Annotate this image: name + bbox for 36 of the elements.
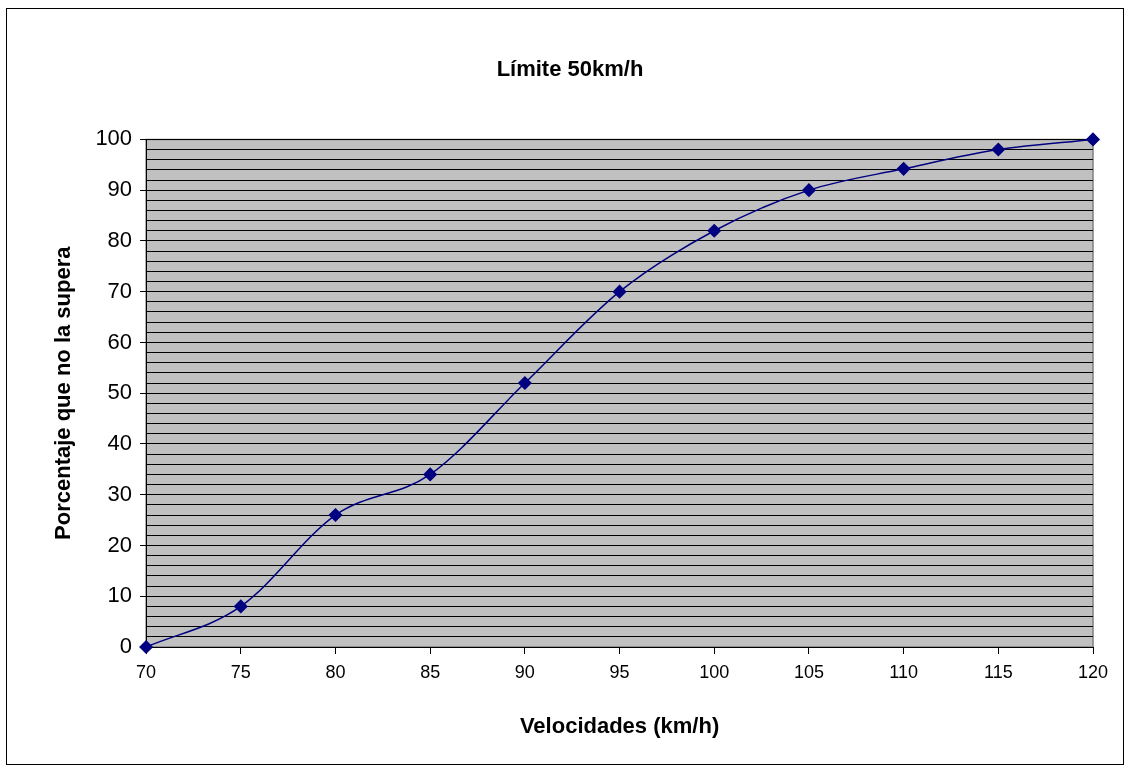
- y-tick-label: 30: [107, 480, 133, 506]
- x-tick-label: 90: [514, 661, 535, 682]
- y-tick-label: 100: [95, 125, 133, 151]
- point: [707, 224, 721, 238]
- y-tick-label: 80: [107, 226, 133, 252]
- y-tick-label: 40: [107, 430, 133, 456]
- point: [896, 162, 911, 176]
- x-tick-label: 70: [136, 661, 157, 682]
- y-tick-label: 50: [107, 379, 133, 405]
- y-tick-label: 60: [107, 328, 133, 354]
- y-tick-label: 10: [107, 582, 133, 608]
- x-tick-label: 120: [1077, 661, 1109, 682]
- x-tick-label: 80: [325, 661, 346, 682]
- point: [518, 376, 532, 390]
- x-tick-label: 105: [793, 661, 824, 682]
- y-tick-label: 20: [107, 531, 133, 557]
- x-tick-label: 75: [230, 661, 251, 682]
- y-tick-label: 0: [119, 633, 133, 659]
- y-tick-label: 70: [107, 277, 133, 303]
- x-tick-label: 85: [420, 661, 441, 682]
- point: [234, 599, 248, 614]
- point: [802, 183, 816, 197]
- chart-title: Límite 50km/h: [496, 56, 644, 82]
- point: [328, 508, 343, 522]
- point: [612, 284, 627, 299]
- x-tick-label: 110: [889, 661, 918, 682]
- point: [423, 467, 437, 482]
- x-axis-title: Velocidades (km/h): [519, 712, 720, 738]
- point: [1086, 132, 1100, 147]
- point: [991, 142, 1006, 157]
- y-tick-label: 90: [107, 176, 133, 202]
- y-axis-title: Porcentaje que no la supera: [50, 245, 76, 540]
- x-tick-label: 95: [609, 661, 630, 682]
- point: [139, 640, 153, 654]
- x-tick-label: 100: [699, 661, 730, 682]
- x-tick-label: 115: [983, 661, 1013, 682]
